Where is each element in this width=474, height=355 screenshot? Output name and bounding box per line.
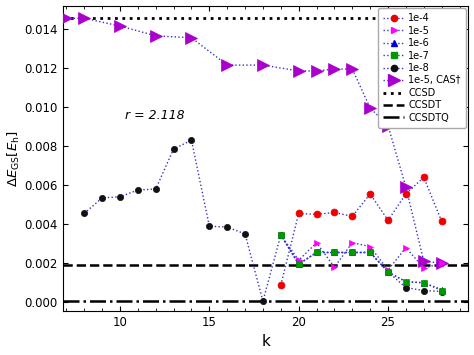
Legend: 1e-4, 1e-5, 1e-6, 1e-7, 1e-8, 1e-5, CAS†, CCSD, CCSDT, CCSDTQ: 1e-4, 1e-5, 1e-6, 1e-7, 1e-8, 1e-5, CAS†… [378,9,465,128]
Y-axis label: $\Delta E_{\mathrm{GS}}[E_{\mathrm{h}}]$: $\Delta E_{\mathrm{GS}}[E_{\mathrm{h}}]$ [6,130,22,187]
Text: r = 2.118: r = 2.118 [125,109,185,122]
X-axis label: k: k [261,334,270,349]
